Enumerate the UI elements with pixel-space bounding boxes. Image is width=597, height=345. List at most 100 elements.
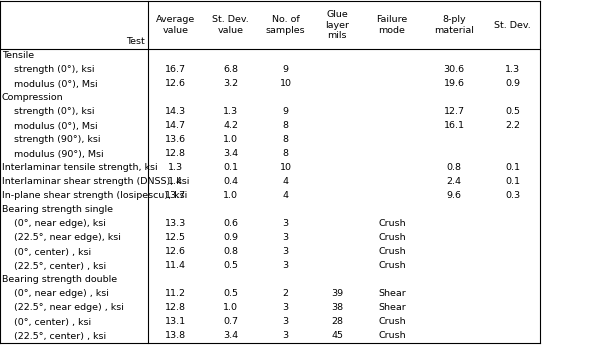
- Text: 13.1: 13.1: [165, 317, 186, 326]
- Text: 19.6: 19.6: [444, 79, 464, 89]
- Text: 4: 4: [282, 191, 288, 200]
- Text: 13.7: 13.7: [165, 191, 186, 200]
- Text: 12.8: 12.8: [165, 304, 186, 313]
- Text: 8-ply
material: 8-ply material: [434, 16, 474, 34]
- Text: 13.3: 13.3: [165, 219, 186, 228]
- Text: 8: 8: [282, 121, 288, 130]
- Text: Bearing strength double: Bearing strength double: [2, 276, 117, 285]
- Text: 0.9: 0.9: [223, 234, 238, 243]
- Text: (22.5°, center) , ksi: (22.5°, center) , ksi: [2, 332, 106, 341]
- Text: 3: 3: [282, 234, 288, 243]
- Text: modulus (0°), Msi: modulus (0°), Msi: [2, 121, 98, 130]
- Text: 0.5: 0.5: [505, 108, 520, 117]
- Text: 9.6: 9.6: [447, 191, 461, 200]
- Text: In-plane shear strength (Iosipescu), ksi: In-plane shear strength (Iosipescu), ksi: [2, 191, 187, 200]
- Text: Shear: Shear: [378, 289, 406, 298]
- Text: 16.1: 16.1: [444, 121, 464, 130]
- Text: 3: 3: [282, 317, 288, 326]
- Text: 28: 28: [331, 317, 343, 326]
- Text: 3: 3: [282, 219, 288, 228]
- Text: Glue
layer
mils: Glue layer mils: [325, 10, 349, 40]
- Text: 3: 3: [282, 262, 288, 270]
- Text: 8: 8: [282, 136, 288, 145]
- Text: Crush: Crush: [378, 247, 406, 256]
- Text: 3: 3: [282, 304, 288, 313]
- Text: Test: Test: [126, 37, 145, 46]
- Text: Interlaminar shear strength (DNSS), ksi: Interlaminar shear strength (DNSS), ksi: [2, 177, 189, 187]
- Text: 1.4: 1.4: [168, 177, 183, 187]
- Text: Crush: Crush: [378, 332, 406, 341]
- Text: 3.2: 3.2: [223, 79, 238, 89]
- Text: 2: 2: [282, 289, 288, 298]
- Text: (22.5°, near edge), ksi: (22.5°, near edge), ksi: [2, 234, 121, 243]
- Text: strength (0°), ksi: strength (0°), ksi: [2, 66, 94, 75]
- Text: strength (0°), ksi: strength (0°), ksi: [2, 108, 94, 117]
- Text: 11.2: 11.2: [165, 289, 186, 298]
- Text: 2.4: 2.4: [447, 177, 461, 187]
- Text: 0.1: 0.1: [223, 164, 238, 172]
- Text: 3: 3: [282, 247, 288, 256]
- Text: 10: 10: [279, 164, 291, 172]
- Text: 0.7: 0.7: [223, 317, 238, 326]
- Text: 0.1: 0.1: [505, 177, 520, 187]
- Text: 14.3: 14.3: [165, 108, 186, 117]
- Text: 1.3: 1.3: [505, 66, 520, 75]
- Text: 12.7: 12.7: [444, 108, 464, 117]
- Text: (22.5°, center) , ksi: (22.5°, center) , ksi: [2, 262, 106, 270]
- Text: 12.6: 12.6: [165, 247, 186, 256]
- Text: 30.6: 30.6: [444, 66, 464, 75]
- Text: 4.2: 4.2: [223, 121, 238, 130]
- Text: modulus (90°), Msi: modulus (90°), Msi: [2, 149, 104, 158]
- Text: Crush: Crush: [378, 317, 406, 326]
- Text: Bearing strength single: Bearing strength single: [2, 206, 113, 215]
- Text: modulus (0°), Msi: modulus (0°), Msi: [2, 79, 98, 89]
- Text: Average
value: Average value: [156, 16, 195, 34]
- Text: (22.5°, near edge) , ksi: (22.5°, near edge) , ksi: [2, 304, 124, 313]
- Text: Tensile: Tensile: [2, 51, 34, 60]
- Text: 0.9: 0.9: [505, 79, 520, 89]
- Text: 6.8: 6.8: [223, 66, 238, 75]
- Text: 3.4: 3.4: [223, 332, 238, 341]
- Text: 0.1: 0.1: [505, 164, 520, 172]
- Text: 8: 8: [282, 149, 288, 158]
- Text: 12.5: 12.5: [165, 234, 186, 243]
- Text: 12.8: 12.8: [165, 149, 186, 158]
- Text: 1.3: 1.3: [223, 108, 238, 117]
- Text: 1.0: 1.0: [223, 136, 238, 145]
- Text: 9: 9: [282, 66, 288, 75]
- Text: 38: 38: [331, 304, 343, 313]
- Text: Compression: Compression: [2, 93, 64, 102]
- Text: Interlaminar tensile strength, ksi: Interlaminar tensile strength, ksi: [2, 164, 158, 172]
- Text: Crush: Crush: [378, 234, 406, 243]
- Text: Crush: Crush: [378, 219, 406, 228]
- Text: strength (90°), ksi: strength (90°), ksi: [2, 136, 100, 145]
- Text: 4: 4: [282, 177, 288, 187]
- Text: St. Dev.: St. Dev.: [494, 20, 531, 30]
- Text: (0°, near edge) , ksi: (0°, near edge) , ksi: [2, 289, 109, 298]
- Text: 0.4: 0.4: [223, 177, 238, 187]
- Text: 45: 45: [331, 332, 343, 341]
- Text: Crush: Crush: [378, 262, 406, 270]
- Text: Failure
mode: Failure mode: [376, 16, 408, 34]
- Text: 10: 10: [279, 79, 291, 89]
- Text: 0.5: 0.5: [223, 289, 238, 298]
- Text: 0.8: 0.8: [447, 164, 461, 172]
- Text: 0.5: 0.5: [223, 262, 238, 270]
- Text: 1.3: 1.3: [168, 164, 183, 172]
- Text: 13.8: 13.8: [165, 332, 186, 341]
- Text: 11.4: 11.4: [165, 262, 186, 270]
- Text: (0°, near edge), ksi: (0°, near edge), ksi: [2, 219, 106, 228]
- Text: 0.6: 0.6: [223, 219, 238, 228]
- Text: Shear: Shear: [378, 304, 406, 313]
- Text: No. of
samples: No. of samples: [266, 16, 305, 34]
- Text: 13.6: 13.6: [165, 136, 186, 145]
- Text: 0.3: 0.3: [505, 191, 520, 200]
- Text: 3.4: 3.4: [223, 149, 238, 158]
- Text: 0.8: 0.8: [223, 247, 238, 256]
- Text: 1.0: 1.0: [223, 191, 238, 200]
- Text: 1.0: 1.0: [223, 304, 238, 313]
- Text: (0°, center) , ksi: (0°, center) , ksi: [2, 317, 91, 326]
- Text: 14.7: 14.7: [165, 121, 186, 130]
- Text: 12.6: 12.6: [165, 79, 186, 89]
- Text: 9: 9: [282, 108, 288, 117]
